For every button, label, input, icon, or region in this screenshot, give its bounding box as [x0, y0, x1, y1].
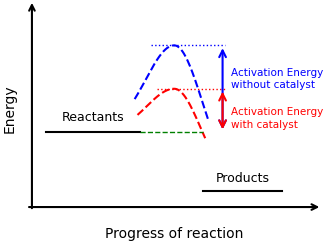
- Text: Products: Products: [215, 172, 269, 185]
- Text: Progress of reaction: Progress of reaction: [105, 227, 244, 241]
- Text: Activation Energy
with catalyst: Activation Energy with catalyst: [231, 107, 323, 130]
- Text: Reactants: Reactants: [62, 111, 124, 124]
- Text: Activation Energy
without catalyst: Activation Energy without catalyst: [231, 68, 323, 90]
- Text: Energy: Energy: [2, 84, 16, 133]
